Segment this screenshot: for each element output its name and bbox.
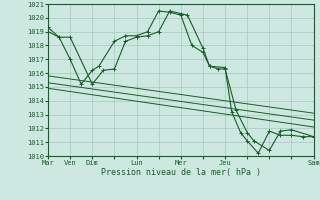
X-axis label: Pression niveau de la mer( hPa ): Pression niveau de la mer( hPa ) [101,168,261,177]
